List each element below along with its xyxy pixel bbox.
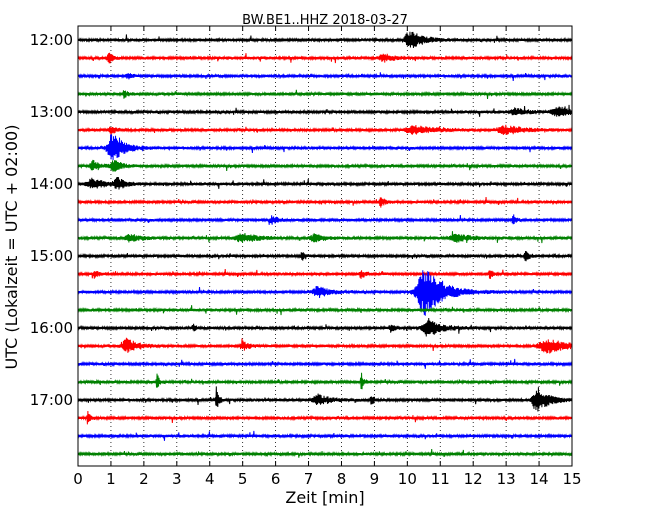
trace-1230 — [77, 72, 573, 82]
trace-1245 — [77, 89, 573, 99]
trace-1700 — [77, 386, 573, 412]
y-tick-label: 15:00 — [30, 247, 73, 265]
trace-1745 — [77, 448, 573, 458]
trace-1430 — [77, 214, 573, 225]
x-tick-label: 14 — [530, 470, 549, 488]
x-tick-label: 1 — [106, 470, 116, 488]
x-tick-label: 4 — [205, 470, 215, 488]
y-tick-label: 14:00 — [30, 175, 73, 193]
trace-1630 — [77, 358, 573, 369]
x-tick-label: 12 — [464, 470, 483, 488]
x-tick-label: 5 — [238, 470, 248, 488]
x-tick-label: 15 — [562, 470, 581, 488]
trace-1715 — [77, 410, 573, 425]
trace-1515 — [77, 268, 573, 279]
y-tick-label: 12:00 — [30, 31, 73, 49]
x-axis: 0 1 2 3 4 5 6 7 8 9 10 11 12 13 14 15 — [73, 26, 582, 488]
trace-1200 — [77, 31, 573, 48]
trace-group — [77, 31, 573, 458]
trace-1530 — [77, 270, 573, 316]
x-axis-label: Zeit [min] — [285, 488, 364, 507]
x-tick-label: 11 — [431, 470, 450, 488]
trace-1330 — [77, 134, 573, 161]
plot-frame — [77, 25, 573, 467]
x-tick-label: 10 — [398, 470, 417, 488]
x-tick-label: 6 — [271, 470, 281, 488]
trace-1415 — [77, 196, 573, 208]
trace-1615 — [77, 337, 573, 354]
trace-1600 — [77, 317, 573, 337]
chart-title: BW.BE1..HHZ 2018-03-27 — [242, 13, 408, 28]
x-tick-label: 0 — [73, 470, 83, 488]
x-tick-label: 2 — [139, 470, 149, 488]
y-axis: 12:00 13:00 14:00 15:00 16:00 17:00 — [30, 31, 572, 409]
y-axis-label: UTC (Lokalzeit = UTC + 02:00) — [2, 125, 21, 370]
y-tick-label: 13:00 — [30, 103, 73, 121]
y-tick-label: 17:00 — [30, 391, 73, 409]
trace-1345 — [77, 159, 573, 172]
x-tick-label: 7 — [304, 470, 314, 488]
trace-1400 — [77, 176, 573, 190]
x-tick-label: 3 — [172, 470, 182, 488]
trace-1215 — [77, 52, 573, 64]
trace-1545 — [77, 305, 573, 316]
x-tick-label: 13 — [497, 470, 516, 488]
trace-1730 — [77, 430, 573, 441]
x-tick-label: 9 — [370, 470, 380, 488]
grid-lines — [110, 26, 540, 466]
trace-1300 — [77, 104, 573, 117]
x-tick-label: 8 — [337, 470, 347, 488]
trace-1645 — [77, 372, 573, 390]
trace-1500 — [77, 250, 573, 262]
y-tick-label: 16:00 — [30, 319, 73, 337]
trace-1315 — [77, 124, 573, 136]
trace-1445 — [77, 231, 573, 244]
